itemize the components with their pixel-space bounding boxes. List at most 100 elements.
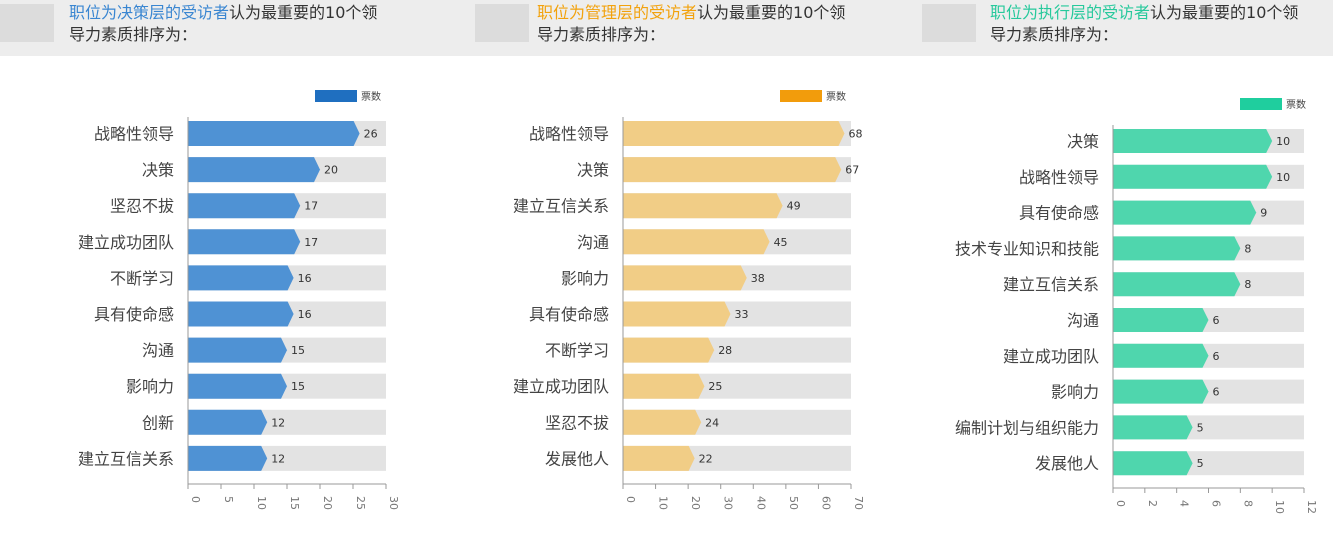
category-label: 建立成功团队 (1003, 347, 1099, 366)
data-label: 67 (845, 164, 859, 177)
bar (1113, 451, 1193, 476)
caption-rest: 认为最重要的10个领 (1150, 3, 1299, 22)
data-label: 6 (1213, 350, 1220, 363)
bar (623, 193, 783, 219)
bar (623, 301, 731, 327)
data-label: 16 (298, 308, 312, 321)
category-label: 战略性领导 (94, 125, 174, 144)
data-label: 24 (705, 416, 719, 429)
legend-swatch (780, 90, 822, 102)
data-label: 9 (1260, 207, 1267, 220)
bar (188, 193, 301, 219)
bar (623, 337, 715, 363)
bar (623, 373, 705, 399)
caption-highlight: 职位为执行层的受访者 (990, 3, 1151, 22)
data-label: 10 (1276, 171, 1290, 184)
caption-text: 职位为决策层的受访者认为最重要的10个领 导力素质排序为： (69, 2, 489, 46)
data-label: 5 (1197, 457, 1204, 470)
header-band (0, 0, 1333, 56)
caption-highlight: 职位为决策层的受访者 (69, 3, 230, 22)
category-label: 决策 (577, 161, 609, 180)
data-label: 49 (787, 200, 801, 213)
category-label: 建立成功团队 (513, 377, 609, 396)
bar (1113, 272, 1241, 297)
category-label: 战略性领导 (529, 125, 609, 144)
bar (623, 265, 747, 291)
x-tick-label: 0 (189, 496, 202, 503)
data-label: 8 (1244, 278, 1251, 291)
x-tick-label: 10 (657, 496, 670, 510)
data-label: 15 (291, 344, 305, 357)
legend-label: 票数 (1286, 98, 1306, 111)
x-tick-label: 10 (1273, 500, 1286, 514)
caption-marker (475, 4, 529, 42)
category-label: 影响力 (561, 269, 609, 288)
data-label: 17 (304, 200, 318, 213)
caption-highlight: 职位为管理层的受访者 (537, 3, 698, 22)
category-label: 具有使命感 (1019, 204, 1099, 223)
caption-marker (922, 4, 976, 42)
bar (188, 337, 287, 363)
category-label: 不断学习 (110, 269, 174, 288)
caption-line2: 导力素质排序为： (537, 25, 666, 44)
x-tick-label: 8 (1241, 500, 1254, 507)
data-label: 20 (324, 164, 338, 177)
data-label: 10 (1276, 135, 1290, 148)
data-label: 22 (699, 452, 713, 465)
legend-swatch (1240, 98, 1282, 110)
data-label: 12 (271, 416, 285, 429)
data-label: 5 (1197, 421, 1204, 434)
caption-line2: 导力素质排序为： (69, 25, 198, 44)
x-tick-label: 50 (787, 496, 800, 510)
data-label: 33 (734, 308, 748, 321)
x-tick-label: 20 (689, 496, 702, 510)
x-tick-label: 30 (387, 496, 400, 510)
caption-text: 职位为管理层的受访者认为最重要的10个领 导力素质排序为： (537, 2, 957, 46)
x-tick-label: 12 (1305, 500, 1318, 514)
bar (1113, 236, 1241, 261)
data-label: 28 (718, 344, 732, 357)
bar (1113, 164, 1273, 189)
bar (188, 301, 294, 327)
category-label: 沟通 (577, 233, 609, 252)
data-label: 38 (751, 272, 765, 285)
x-tick-label: 4 (1178, 500, 1191, 507)
category-label: 坚忍不拔 (545, 413, 609, 432)
category-label: 具有使命感 (94, 305, 174, 324)
bar (188, 157, 320, 183)
bar (1113, 129, 1273, 153)
bar (188, 265, 294, 291)
category-label: 具有使命感 (529, 305, 609, 324)
x-tick-label: 20 (321, 496, 334, 510)
bar (1113, 415, 1193, 440)
bar (1113, 200, 1257, 225)
x-tick-label: 0 (1114, 500, 1127, 507)
data-label: 15 (291, 380, 305, 393)
data-label: 16 (298, 272, 312, 285)
category-label: 建立互信关系 (78, 449, 174, 468)
data-label: 17 (304, 236, 318, 249)
x-tick-label: 5 (222, 496, 235, 503)
bar (188, 409, 268, 435)
category-label: 决策 (1067, 132, 1099, 151)
bar (188, 373, 287, 399)
category-label: 建立互信关系 (513, 197, 609, 216)
x-tick-label: 25 (354, 496, 367, 510)
data-label: 45 (774, 236, 788, 249)
category-label: 发展他人 (1035, 454, 1099, 473)
data-label: 26 (364, 128, 378, 141)
category-label: 建立成功团队 (78, 233, 174, 252)
x-tick-label: 10 (255, 496, 268, 510)
data-label: 68 (848, 128, 862, 141)
caption-rest: 认为最重要的10个领 (697, 3, 846, 22)
legend-swatch (315, 90, 357, 102)
bar (1113, 308, 1209, 332)
data-label: 6 (1213, 314, 1220, 327)
data-label: 6 (1213, 386, 1220, 399)
data-label: 25 (708, 380, 722, 393)
bar (623, 409, 702, 435)
category-label: 创新 (142, 413, 174, 432)
caption-text: 职位为执行层的受访者认为最重要的10个领 导力素质排序为： (990, 2, 1333, 46)
x-tick-label: 2 (1146, 500, 1159, 507)
